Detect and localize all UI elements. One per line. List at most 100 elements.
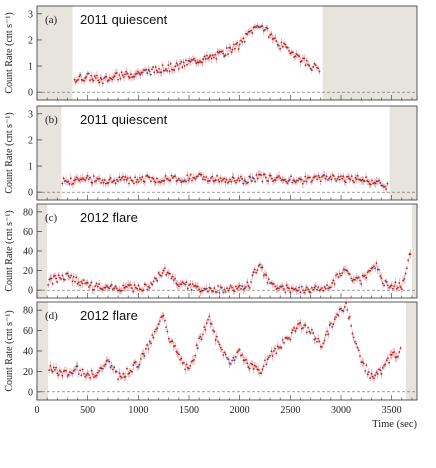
data-point-212	[316, 178, 319, 181]
data-point-26	[79, 284, 81, 287]
data-point-132	[214, 339, 217, 341]
data-point-156	[243, 287, 246, 290]
data-point-226	[332, 279, 335, 282]
data-point-287	[409, 253, 412, 255]
data-point-180	[274, 285, 277, 288]
data-point-38	[118, 74, 121, 76]
excluded-region-2	[389, 106, 417, 200]
data-point-114	[207, 57, 209, 60]
data-point-13	[77, 178, 79, 180]
data-point-154	[241, 285, 244, 288]
data-point-219	[324, 333, 327, 336]
data-point-146	[237, 177, 240, 179]
data-point-225	[331, 282, 334, 284]
data-point-111	[203, 55, 206, 58]
data-point-242	[352, 278, 355, 281]
data-point-208	[310, 328, 313, 331]
data-point-46	[117, 180, 119, 183]
data-point-52	[112, 288, 114, 291]
data-point-66	[151, 68, 153, 71]
data-point-19	[71, 372, 74, 375]
data-point-138	[228, 180, 230, 183]
data-point-257	[371, 266, 374, 269]
data-point-203	[317, 67, 320, 70]
data-point-134	[217, 340, 220, 343]
data-point-21	[72, 276, 75, 278]
data-point-284	[405, 267, 408, 270]
y-tick-label-1: 20	[23, 266, 33, 277]
data-point-43	[101, 367, 104, 370]
data-point-74	[151, 176, 154, 179]
data-point-276	[397, 355, 399, 358]
data-point-1	[62, 177, 65, 180]
data-point-183	[291, 51, 294, 54]
data-point-117	[210, 57, 213, 60]
data-point-152	[238, 284, 241, 287]
data-point-127	[208, 315, 211, 318]
data-point-199	[300, 178, 303, 181]
data-point-82	[169, 62, 172, 65]
data-point-206	[307, 288, 309, 291]
data-point-154	[247, 181, 249, 184]
data-point-57	[118, 289, 121, 291]
data-point-69	[154, 66, 157, 68]
data-point-92	[181, 66, 184, 69]
data-point-151	[238, 348, 241, 351]
data-point-211	[314, 337, 317, 340]
data-point-129	[224, 54, 227, 57]
data-point-106	[197, 61, 200, 64]
data-point-29	[84, 375, 87, 378]
data-point-127	[214, 179, 217, 181]
data-point-11	[74, 178, 77, 181]
y-axis-label: Count Rate (cnt s⁻¹)	[4, 310, 15, 391]
data-point-241	[352, 336, 355, 339]
data-point-120	[199, 335, 202, 338]
data-point-211	[313, 286, 316, 289]
data-point-32	[100, 182, 102, 184]
data-point-64	[148, 70, 151, 73]
data-point-1	[48, 278, 51, 281]
data-point-8	[56, 280, 59, 283]
data-point-240	[350, 277, 353, 280]
data-point-121	[200, 338, 203, 341]
data-point-157	[259, 26, 261, 29]
data-point-245	[355, 178, 358, 181]
data-point-19	[84, 179, 87, 182]
data-point-244	[354, 176, 357, 179]
excluded-region-1	[37, 106, 62, 200]
data-point-265	[381, 282, 384, 285]
data-point-134	[230, 51, 233, 54]
data-point-265	[383, 364, 385, 367]
data-point-187	[283, 288, 285, 290]
data-point-243	[354, 278, 356, 281]
data-point-160	[248, 286, 251, 289]
data-point-65	[149, 73, 152, 76]
data-point-89	[158, 273, 161, 276]
data-point-25	[103, 77, 105, 80]
data-point-255	[367, 180, 370, 183]
data-point-130	[210, 289, 213, 292]
data-point-173	[269, 174, 272, 177]
data-point-210	[312, 288, 315, 291]
data-point-10	[58, 276, 61, 279]
data-point-177	[271, 355, 274, 357]
data-point-39	[108, 178, 111, 181]
data-point-177	[284, 43, 287, 46]
data-point-175	[267, 278, 270, 281]
data-point-33	[88, 286, 90, 288]
y-tick-label-3: 3	[28, 9, 33, 20]
data-point-229	[336, 273, 339, 276]
data-point-12	[75, 176, 78, 179]
data-point-152	[244, 180, 247, 183]
data-point-253	[366, 271, 369, 274]
data-point-115	[191, 283, 194, 285]
data-point-94	[165, 273, 168, 276]
data-point-173	[266, 358, 269, 361]
data-point-33	[89, 376, 92, 379]
data-point-101	[175, 350, 178, 353]
data-point-185	[281, 338, 284, 341]
data-point-47	[107, 359, 109, 361]
data-point-27	[80, 280, 83, 283]
data-point-217	[322, 342, 325, 345]
data-point-229	[337, 314, 340, 317]
